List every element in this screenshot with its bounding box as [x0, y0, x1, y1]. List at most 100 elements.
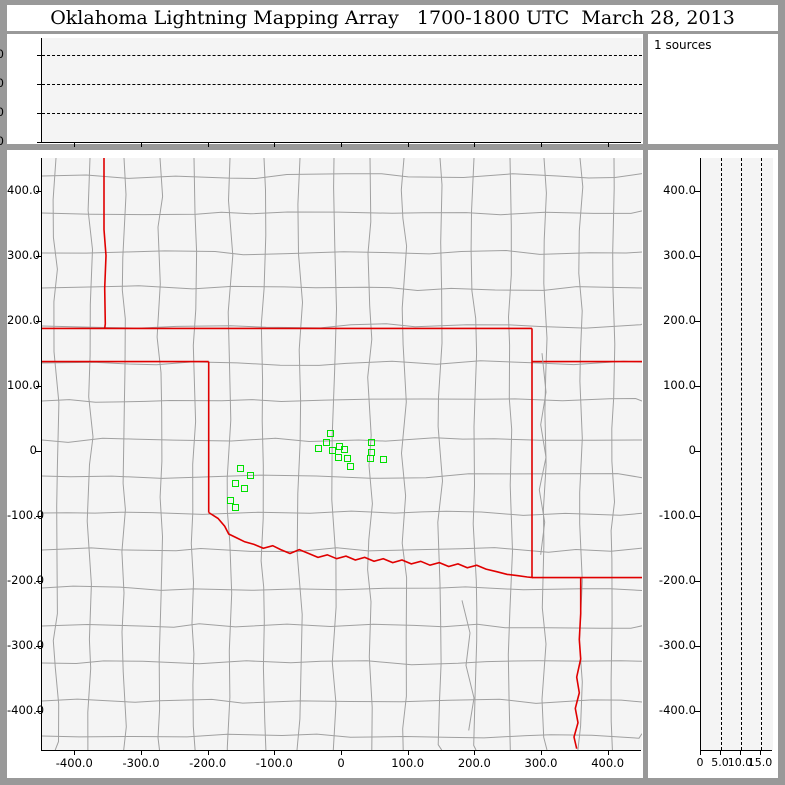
count-xtick-mark [700, 750, 701, 755]
altitude-ytick-label: 15.0 [0, 47, 4, 62]
plan-view-map-panel: 400.0 300.0 200.0 100.0 0 -100.0 -200.0 -300.0 -… [7, 150, 643, 778]
lightning-source-marker [379, 456, 387, 464]
count-plot-area[interactable] [700, 158, 773, 750]
altitude-ytick-mark [37, 84, 42, 86]
map-ytick-mark [36, 190, 41, 192]
count-ytick-label: 100.0 [663, 377, 696, 392]
altitude-xtick-mark [207, 142, 209, 147]
count-ytick-mark [695, 255, 700, 257]
count-xtick-label: 10.0 [727, 756, 753, 769]
altitude-plot-area[interactable] [41, 38, 642, 142]
lightning-source-marker [367, 439, 375, 447]
map-ytick-label: -200.0 [7, 572, 45, 587]
map-xtick-mark [541, 750, 542, 755]
lightning-source-marker [341, 445, 349, 453]
map-ytick-mark [36, 515, 41, 517]
altitude-ytick-label: 0 [0, 134, 4, 148]
lightning-source-marker [237, 465, 245, 473]
count-xtick-label: 0 [696, 756, 704, 769]
map-xtick-label: 300.0 [524, 756, 558, 770]
map-xtick-label: -300.0 [122, 756, 160, 770]
map-ytick-mark [36, 385, 41, 387]
lightning-source-marker [322, 439, 330, 447]
north-south-vs-count-panel: 400.0 300.0 200.0 100.0 0 -100.0 -200.0 -300.0 -… [648, 150, 778, 778]
count-xtick-label: 15.0 [747, 756, 773, 769]
map-xtick-mark [607, 750, 609, 755]
count-x-axis-line [700, 750, 772, 751]
map-ytick-label: -300.0 [7, 637, 45, 652]
lightning-source-marker [343, 455, 351, 463]
map-xtick-mark [74, 750, 76, 755]
map-ytick-label: 200.0 [7, 312, 40, 327]
count-ytick-label: 400.0 [663, 182, 696, 197]
map-xtick-label: -400.0 [55, 756, 93, 770]
altitude-ytick-mark [37, 142, 42, 143]
count-gridline-15 [761, 158, 762, 750]
map-ytick-label: -400.0 [7, 702, 45, 717]
sources-count-panel: 1 sources [648, 34, 778, 144]
count-ytick-mark [695, 645, 700, 647]
lightning-source-marker [246, 471, 254, 479]
map-xtick-mark [274, 750, 276, 755]
map-ytick-label: 100.0 [7, 377, 40, 392]
count-ytick-mark [695, 580, 700, 582]
altitude-vs-east-west-panel: 15.010.05.00-400.0-300.0-200.0-100.00100… [0, 34, 643, 162]
map-xtick-mark [341, 750, 342, 755]
map-ytick-label: 0 [29, 442, 37, 457]
lightning-source-marker [231, 504, 239, 512]
altitude-gridline-15 [42, 55, 642, 57]
count-xtick-mark [740, 750, 741, 755]
lightning-source-marker [326, 429, 334, 437]
count-ytick-mark [695, 190, 700, 192]
count-ytick-label: -100.0 [658, 507, 696, 522]
page-title: Oklahoma Lightning Mapping Array 1700-18… [50, 7, 735, 29]
lightning-source-marker [314, 445, 322, 453]
map-xtick-label: -100.0 [255, 756, 293, 770]
altitude-xtick-mark [407, 142, 409, 147]
title-bar: Oklahoma Lightning Mapping Array 1700-18… [7, 5, 778, 31]
lightning-source-marker [366, 455, 374, 463]
altitude-xtick-mark [607, 142, 609, 147]
altitude-xtick-mark [141, 142, 142, 147]
map-xtick-label: 100.0 [391, 756, 425, 770]
count-xtick-mark [760, 750, 761, 755]
altitude-xtick-mark [74, 142, 76, 147]
map-geography [42, 158, 642, 750]
count-ytick-mark [695, 710, 700, 712]
altitude-ytick-label: 5.0 [0, 105, 4, 120]
count-ytick-label: -300.0 [658, 637, 696, 652]
count-ytick-mark [695, 515, 700, 517]
map-xtick-mark [207, 750, 209, 755]
map-xtick-mark [141, 750, 142, 755]
count-ytick-mark [695, 450, 700, 452]
map-xtick-mark [407, 750, 409, 755]
map-ytick-mark [36, 255, 41, 257]
count-ytick-label: 300.0 [663, 247, 696, 262]
count-gridline-10 [741, 158, 742, 750]
map-xtick-label: 200.0 [457, 756, 491, 770]
map-ytick-mark [36, 450, 41, 452]
count-ytick-label: -400.0 [658, 702, 696, 717]
map-ytick-mark [36, 710, 41, 712]
count-gridline-5 [721, 158, 722, 750]
count-ytick-label: 0 [688, 442, 696, 457]
map-xtick-label: 0 [337, 756, 345, 770]
count-ytick-mark [695, 320, 700, 322]
count-ytick-label: -200.0 [658, 572, 696, 587]
altitude-ytick-label: 10.0 [0, 76, 4, 91]
map-ytick-label: -100.0 [7, 507, 45, 522]
count-xtick-mark [720, 750, 721, 755]
map-xtick-mark [474, 750, 476, 755]
altitude-ytick-mark [37, 55, 42, 57]
lightning-source-marker [346, 462, 354, 470]
count-xtick-label: 5.0 [711, 756, 729, 769]
map-ytick-label: 300.0 [7, 247, 40, 262]
count-ytick-mark [695, 385, 700, 387]
sources-count-label: 1 sources [654, 38, 712, 52]
map-plot-area[interactable] [41, 158, 642, 750]
altitude-xtick-mark [474, 142, 476, 147]
lightning-source-marker [241, 484, 249, 492]
map-ytick-label: 400.0 [7, 182, 40, 197]
altitude-gridline-5 [42, 113, 642, 115]
